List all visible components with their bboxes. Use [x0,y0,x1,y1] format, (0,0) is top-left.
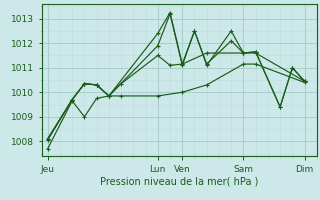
X-axis label: Pression niveau de la mer( hPa ): Pression niveau de la mer( hPa ) [100,177,258,187]
